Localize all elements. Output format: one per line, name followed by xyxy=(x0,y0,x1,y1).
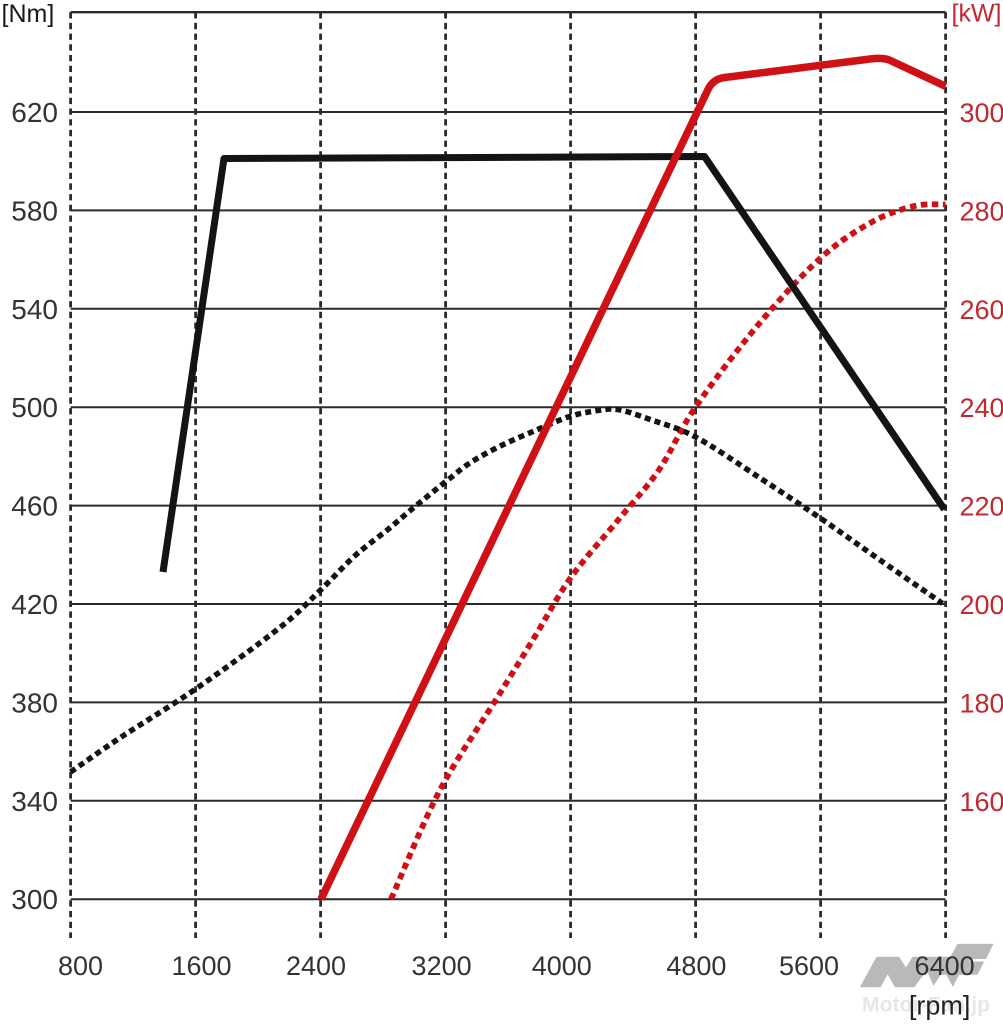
svg-text:300: 300 xyxy=(960,98,1003,128)
svg-text:4800: 4800 xyxy=(666,951,726,981)
svg-text:180: 180 xyxy=(960,688,1003,718)
svg-text:300: 300 xyxy=(11,884,58,915)
svg-text:2400: 2400 xyxy=(286,951,346,981)
svg-text:580: 580 xyxy=(11,195,58,226)
svg-text:3200: 3200 xyxy=(412,951,472,981)
svg-text:280: 280 xyxy=(960,196,1003,226)
svg-text:160: 160 xyxy=(960,787,1003,817)
svg-text:420: 420 xyxy=(11,589,58,620)
svg-text:620: 620 xyxy=(11,97,58,128)
svg-text:5600: 5600 xyxy=(779,951,839,981)
svg-text:340: 340 xyxy=(11,786,58,817)
svg-text:6400: 6400 xyxy=(915,951,975,981)
svg-text:1600: 1600 xyxy=(171,951,231,981)
svg-text:[kW]: [kW] xyxy=(952,0,1002,28)
svg-text:540: 540 xyxy=(11,294,58,325)
svg-text:220: 220 xyxy=(960,492,1003,522)
svg-text:460: 460 xyxy=(11,491,58,522)
svg-text:4000: 4000 xyxy=(532,951,592,981)
svg-text:[Nm]: [Nm] xyxy=(2,0,55,28)
svg-text:800: 800 xyxy=(58,951,103,981)
svg-text:260: 260 xyxy=(960,295,1003,325)
svg-text:500: 500 xyxy=(11,392,58,423)
svg-text:240: 240 xyxy=(960,393,1003,423)
svg-text:200: 200 xyxy=(960,590,1003,620)
svg-text:Motor-Fan.jp: Motor-Fan.jp xyxy=(862,994,990,1017)
svg-text:[rpm]: [rpm] xyxy=(909,991,971,1021)
svg-text:380: 380 xyxy=(11,687,58,718)
